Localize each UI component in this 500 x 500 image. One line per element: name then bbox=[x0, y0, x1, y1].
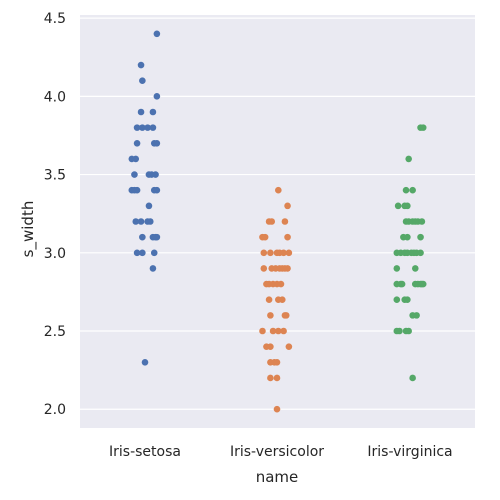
data-point bbox=[419, 124, 427, 131]
data-point bbox=[396, 327, 403, 335]
data-point bbox=[284, 202, 291, 210]
data-point bbox=[149, 124, 157, 131]
data-point bbox=[144, 124, 151, 131]
data-point bbox=[139, 249, 146, 257]
data-point bbox=[285, 249, 293, 257]
series-iris-versicolor bbox=[259, 186, 293, 413]
data-point bbox=[280, 249, 287, 257]
data-point bbox=[267, 374, 274, 382]
data-point bbox=[280, 327, 287, 335]
data-point bbox=[149, 265, 157, 272]
y-tick-labels: 2.0 2.5 3.0 3.5 4.0 4.5 bbox=[44, 11, 66, 418]
data-point bbox=[411, 265, 419, 272]
data-point bbox=[393, 265, 401, 272]
data-point bbox=[137, 61, 145, 69]
y-tick-label: 2.0 bbox=[44, 402, 66, 418]
data-point bbox=[141, 358, 149, 366]
data-point bbox=[404, 233, 411, 241]
series-iris-setosa bbox=[128, 30, 161, 366]
data-point bbox=[152, 171, 159, 178]
y-tick-label: 3.0 bbox=[44, 246, 66, 262]
y-axis-label: s_width bbox=[19, 201, 38, 258]
data-point bbox=[261, 233, 269, 241]
data-point bbox=[405, 327, 412, 335]
x-tick-label: Iris-versicolor bbox=[230, 444, 324, 460]
data-point bbox=[153, 139, 161, 147]
data-point bbox=[133, 249, 141, 257]
data-point bbox=[273, 374, 281, 382]
data-point bbox=[417, 233, 424, 241]
data-point bbox=[260, 249, 268, 257]
data-point bbox=[132, 155, 140, 163]
data-point bbox=[137, 108, 145, 116]
series-iris-virginica bbox=[393, 124, 427, 382]
data-point bbox=[139, 77, 146, 85]
data-point bbox=[133, 124, 141, 131]
data-point bbox=[275, 186, 282, 194]
data-point bbox=[132, 218, 140, 225]
data-point bbox=[269, 327, 277, 335]
data-point bbox=[277, 280, 285, 288]
y-tick-label: 3.5 bbox=[44, 168, 66, 184]
data-point bbox=[139, 124, 146, 131]
x-tick-label: Iris-setosa bbox=[109, 444, 181, 460]
data-point bbox=[394, 202, 402, 210]
data-point bbox=[284, 265, 291, 272]
data-point bbox=[273, 358, 281, 366]
data-point bbox=[149, 108, 157, 116]
data-points bbox=[128, 30, 427, 413]
data-point bbox=[285, 343, 293, 350]
data-point bbox=[267, 312, 274, 319]
data-point bbox=[137, 218, 145, 225]
data-point bbox=[409, 186, 416, 194]
data-point bbox=[146, 218, 154, 225]
data-point bbox=[278, 296, 286, 304]
data-point bbox=[133, 186, 141, 194]
data-point bbox=[267, 343, 274, 350]
data-point bbox=[268, 218, 276, 225]
data-point bbox=[418, 218, 426, 225]
x-tick-label: Iris-virginica bbox=[367, 444, 452, 460]
y-tick-label: 4.0 bbox=[44, 89, 66, 105]
data-point bbox=[404, 202, 411, 210]
data-point bbox=[281, 218, 289, 225]
data-point bbox=[413, 312, 420, 319]
data-point bbox=[145, 202, 153, 210]
data-point bbox=[131, 171, 138, 178]
data-point bbox=[259, 327, 266, 335]
data-point bbox=[133, 139, 141, 147]
data-point bbox=[409, 374, 416, 382]
data-point bbox=[419, 280, 427, 288]
y-tick-label: 4.5 bbox=[44, 11, 66, 27]
data-point bbox=[404, 296, 411, 304]
x-axis-label: name bbox=[256, 468, 299, 486]
x-tick-labels: Iris-setosa Iris-versicolor Iris-virginica bbox=[109, 444, 453, 460]
data-point bbox=[265, 296, 273, 304]
data-point bbox=[139, 233, 146, 241]
data-point bbox=[150, 249, 158, 257]
data-point bbox=[260, 265, 268, 272]
data-point bbox=[282, 312, 290, 319]
data-point bbox=[153, 186, 161, 194]
data-point bbox=[273, 405, 281, 413]
data-point bbox=[267, 249, 274, 257]
data-point bbox=[153, 30, 161, 38]
data-point bbox=[284, 233, 291, 241]
data-point bbox=[393, 296, 401, 304]
data-point bbox=[398, 280, 406, 288]
data-point bbox=[153, 93, 161, 100]
data-point bbox=[153, 233, 161, 241]
data-point bbox=[405, 155, 412, 163]
y-tick-label: 2.5 bbox=[44, 324, 66, 340]
data-point bbox=[275, 327, 282, 335]
data-point bbox=[417, 249, 424, 257]
data-point bbox=[402, 186, 410, 194]
